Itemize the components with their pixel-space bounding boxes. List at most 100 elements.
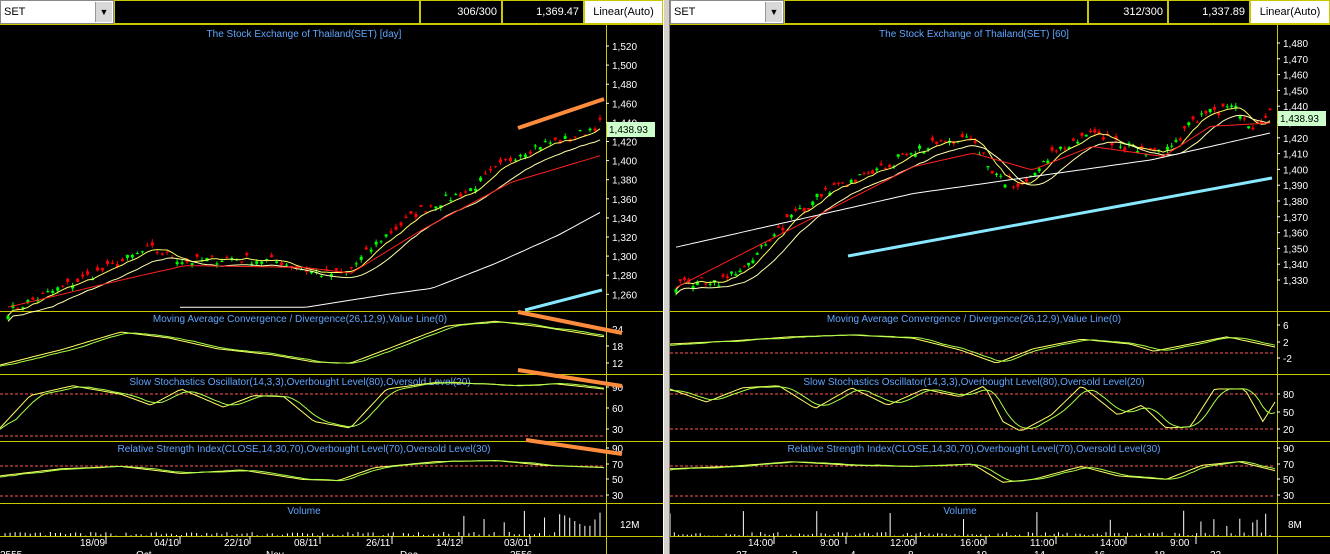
candle-body xyxy=(61,285,65,287)
chevron-down-icon[interactable]: ▼ xyxy=(95,2,112,22)
right-symbol-select[interactable]: SET ▼ xyxy=(670,0,784,24)
right-rsi-axis: 90 70 50 30 xyxy=(1277,444,1295,502)
candle-body xyxy=(708,284,712,286)
tick-label: -2 xyxy=(1283,354,1292,365)
candle-body xyxy=(76,278,80,282)
left-chart[interactable]: The Stock Exchange of Thailand(SET) [day… xyxy=(0,24,663,554)
candle-body xyxy=(1238,116,1242,119)
tick-label: 90 xyxy=(612,383,624,394)
tick-label: 1,320 xyxy=(612,233,637,244)
candle-body xyxy=(1268,108,1272,111)
candle-body xyxy=(1191,116,1195,120)
candle-body xyxy=(364,247,368,250)
time-label: 12:00 xyxy=(890,538,915,549)
left-price-tag-bg xyxy=(607,122,655,137)
candle-body xyxy=(439,205,443,208)
candle-body xyxy=(832,183,836,185)
candle-body xyxy=(110,262,114,264)
candle-body xyxy=(489,168,493,171)
candle-body xyxy=(1225,106,1229,108)
tick-label: 60 xyxy=(612,404,624,415)
ma-mid-short-line xyxy=(675,114,1271,295)
candle-body xyxy=(1153,148,1157,151)
left-scale-button[interactable]: Linear(Auto) xyxy=(584,0,663,24)
tick-label: 30 xyxy=(612,491,624,502)
tick-label: 1,400 xyxy=(612,157,637,168)
left-trendline-support[interactable] xyxy=(524,288,603,312)
candle-body xyxy=(1101,137,1105,140)
candle-body xyxy=(969,137,973,140)
left-trendline-upper[interactable] xyxy=(517,97,605,130)
candle-body xyxy=(1144,154,1148,156)
candle-body xyxy=(578,129,582,131)
date-label: 2556 xyxy=(510,550,533,554)
candle-body xyxy=(730,271,734,274)
candle-body xyxy=(1259,121,1263,124)
right-volume-tick: 8M xyxy=(1288,520,1302,531)
left-blank-cell xyxy=(114,0,420,24)
tick-label: 1,330 xyxy=(1283,276,1308,287)
left-macd-title: Moving Average Convergence / Divergence(… xyxy=(153,314,447,325)
left-stoch-title: Slow Stochastics Oscillator(14,3,3),Over… xyxy=(129,377,470,388)
candle-body xyxy=(742,266,746,268)
right-macd-lines xyxy=(670,334,1276,364)
date-label: 10 xyxy=(976,550,988,554)
left-stoch-trendline[interactable] xyxy=(517,368,623,388)
tick-label: 1,420 xyxy=(612,138,637,149)
candle-body xyxy=(66,278,70,282)
left-macd-trendline[interactable] xyxy=(517,310,623,335)
candle-body xyxy=(990,170,994,174)
candle-body xyxy=(494,166,498,168)
right-last-value: 1,337.89 xyxy=(1168,0,1250,24)
candle-body xyxy=(943,140,947,142)
chevron-down-icon[interactable]: ▼ xyxy=(765,2,782,22)
right-trendline-support[interactable] xyxy=(847,176,1273,258)
tick-label: 1,360 xyxy=(1283,229,1308,240)
left-symbol-value: SET xyxy=(4,6,26,18)
candle-body xyxy=(46,291,50,293)
candle-body xyxy=(1037,168,1041,172)
candle-body xyxy=(930,137,934,141)
candle-body xyxy=(683,277,687,280)
time-label: 08/11 xyxy=(294,538,319,549)
candle-body xyxy=(434,206,438,209)
candle-body xyxy=(1178,138,1182,141)
candle-body xyxy=(140,251,144,253)
candle-body xyxy=(836,182,840,184)
candle-body xyxy=(319,275,323,277)
split-divider[interactable] xyxy=(663,0,670,554)
candle-body xyxy=(454,194,458,196)
candle-body xyxy=(270,254,274,258)
candle-body xyxy=(31,297,35,300)
candle-body xyxy=(220,261,224,263)
tick-label: 1,450 xyxy=(1283,86,1308,97)
candle-body xyxy=(334,268,338,271)
candle-body xyxy=(815,193,819,197)
left-rsi-trendline[interactable] xyxy=(525,438,623,456)
candle-body xyxy=(892,166,896,168)
osc-signal-line xyxy=(0,381,605,430)
osc-signal-line xyxy=(670,334,1276,362)
time-label: 04/10 xyxy=(154,538,179,549)
candle-body xyxy=(508,157,512,162)
left-price-axis: 1,5201,5001,4801,4601,4401,4201,4001,380… xyxy=(606,42,637,301)
right-macd-title: Moving Average Convergence / Divergence(… xyxy=(827,314,1121,325)
tick-label: 1,480 xyxy=(612,80,637,91)
candle-body xyxy=(900,153,904,155)
left-symbol-select[interactable]: SET ▼ xyxy=(0,0,114,24)
ma-long-line xyxy=(180,212,601,308)
right-time-axis: 14:00 9:00 12:00 16:00 11:00 14:00 9:00 27 3 4 8 10… xyxy=(736,536,1222,554)
candle-body xyxy=(751,260,755,264)
candle-body xyxy=(717,285,721,287)
right-chart[interactable]: The Stock Exchange of Thailand(SET) [60]… xyxy=(670,24,1330,554)
candle-body xyxy=(794,208,798,211)
candle-body xyxy=(374,241,378,245)
date-label: 2555 xyxy=(0,550,23,554)
tick-label: 1,260 xyxy=(612,290,637,301)
candle-body xyxy=(806,208,810,210)
tick-label: 1,340 xyxy=(612,214,637,225)
candle-body xyxy=(1089,130,1093,133)
left-time-axis: 18/09 04/10 22/10 08/11 26/11 14/12 03/01 2555 O… xyxy=(0,536,533,554)
right-scale-button[interactable]: Linear(Auto) xyxy=(1250,0,1330,24)
candle-body xyxy=(1136,151,1140,153)
